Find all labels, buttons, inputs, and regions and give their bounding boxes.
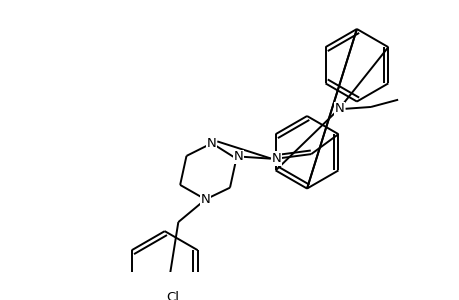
Text: N: N [271, 152, 281, 165]
Text: Cl: Cl [165, 291, 179, 300]
Text: N: N [233, 150, 243, 163]
Text: N: N [200, 193, 210, 206]
Text: N: N [334, 102, 343, 115]
Text: N: N [207, 137, 216, 150]
